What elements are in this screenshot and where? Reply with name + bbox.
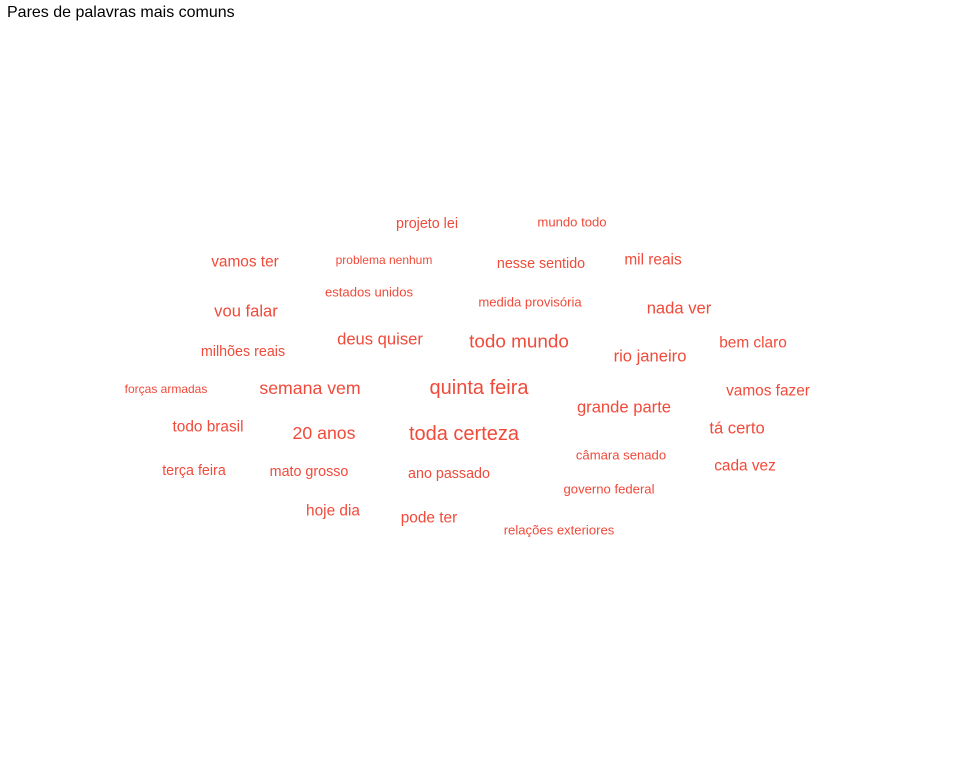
word-20-anos: 20 anos xyxy=(293,423,356,443)
word-vamos-ter: vamos ter xyxy=(211,254,279,271)
word-forças-armadas: forças armadas xyxy=(125,382,208,396)
word-toda-certeza: toda certeza xyxy=(409,423,520,445)
word-governo-federal: governo federal xyxy=(564,482,655,497)
word-quinta-feira: quinta feira xyxy=(430,377,530,399)
word-mundo-todo: mundo todo xyxy=(537,215,606,230)
word-pode-ter: pode ter xyxy=(401,510,457,527)
word-mato-grosso: mato grosso xyxy=(270,464,349,480)
word-semana-vem: semana vem xyxy=(259,378,360,398)
chart-title: Pares de palavras mais comuns xyxy=(7,4,235,21)
word-projeto-lei: projeto lei xyxy=(396,216,458,232)
word-câmara-senado: câmara senado xyxy=(576,448,666,463)
word-relações-exteriores: relações exteriores xyxy=(504,523,615,538)
word-terça-feira: terça feira xyxy=(162,463,226,479)
word-rio-janeiro: rio janeiro xyxy=(614,347,687,366)
word-bem-claro: bem claro xyxy=(719,335,787,352)
word-tá-certo: tá certo xyxy=(709,419,764,438)
word-todo-mundo: todo mundo xyxy=(469,332,569,353)
word-mil-reais: mil reais xyxy=(624,252,682,269)
word-vamos-fazer: vamos fazer xyxy=(726,383,810,400)
word-todo-brasil: todo brasil xyxy=(172,419,243,436)
word-estados-unidos: estados unidos xyxy=(325,285,414,300)
word-nada-ver: nada ver xyxy=(647,299,712,318)
word-milhões-reais: milhões reais xyxy=(201,344,285,360)
word-hoje-dia: hoje dia xyxy=(306,503,360,520)
word-vou-falar: vou falar xyxy=(214,302,278,321)
word-nesse-sentido: nesse sentido xyxy=(497,256,585,272)
word-ano-passado: ano passado xyxy=(408,466,490,482)
word-deus-quiser: deus quiser xyxy=(337,330,423,349)
word-problema-nenhum: problema nenhum xyxy=(336,253,433,267)
word-cada-vez: cada vez xyxy=(714,458,776,475)
word-grande-parte: grande parte xyxy=(577,398,671,417)
word-medida-provisória: medida provisória xyxy=(478,295,582,310)
